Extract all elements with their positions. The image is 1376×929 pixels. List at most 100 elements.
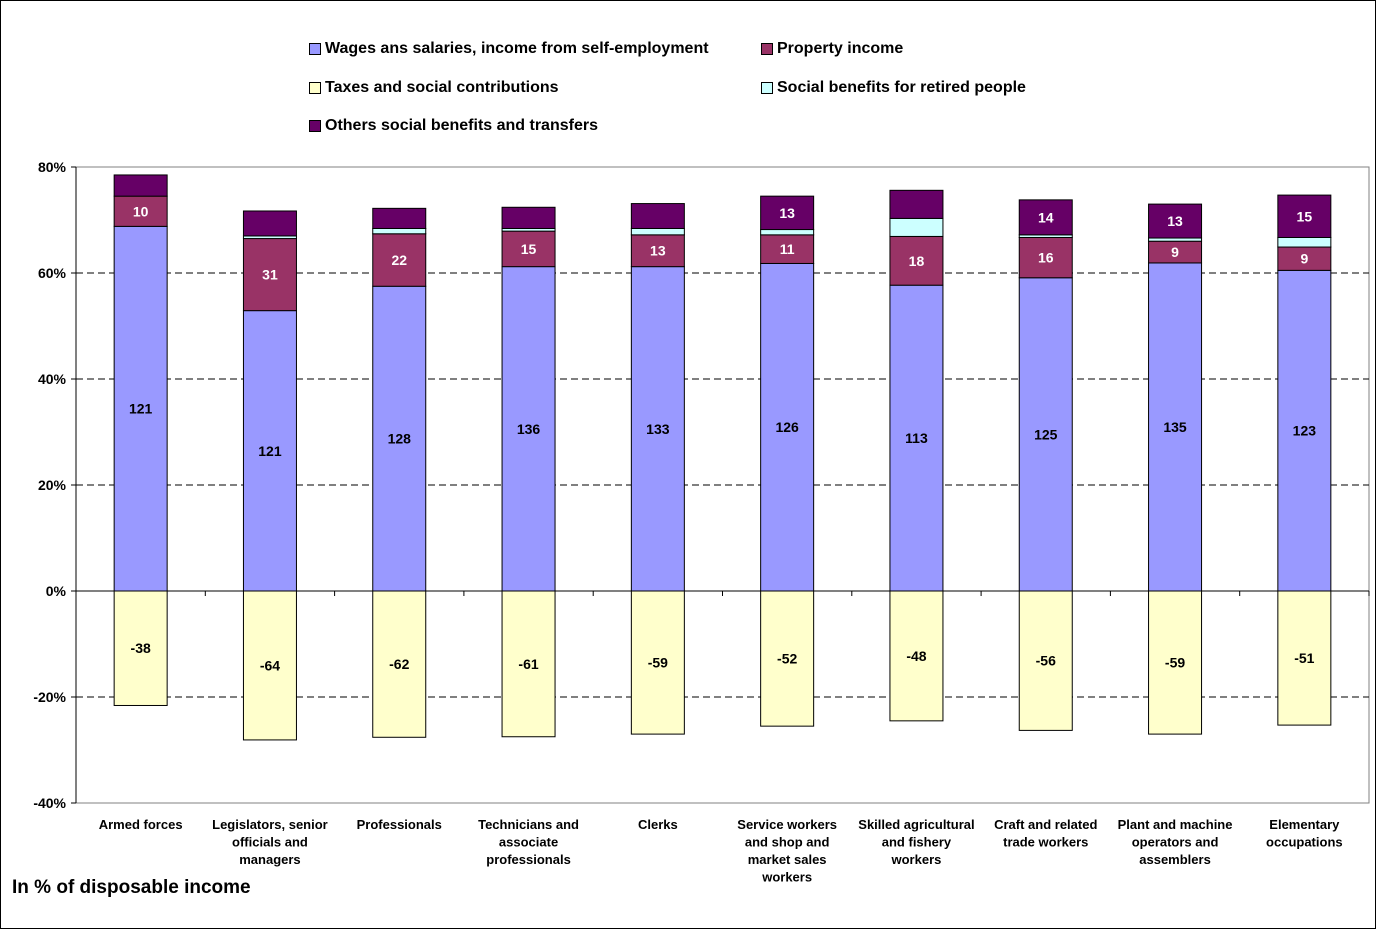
x-tick-label: Craft and related: [994, 817, 1097, 832]
legend-item-others: Others social benefits and transfers: [309, 117, 598, 135]
x-tick-label: operators and: [1132, 835, 1219, 850]
bar-segment: [372, 285, 427, 592]
x-tick-label: Plant and machine: [1118, 817, 1233, 832]
bar-segment: [1277, 194, 1332, 238]
data-label: 9: [1300, 251, 1308, 267]
bar-segment: [889, 590, 944, 722]
legend-item-taxes: Taxes and social contributions: [309, 79, 761, 97]
bar-segment: [242, 238, 297, 312]
data-label: 18: [909, 253, 925, 269]
data-label: 123: [1293, 423, 1317, 439]
bar-segment: [630, 234, 685, 268]
data-label: 121: [129, 401, 153, 417]
x-tick-label: managers: [239, 852, 300, 867]
legend-swatch-retired: [761, 82, 773, 94]
legend-item-property: Property income: [761, 40, 903, 58]
legend-swatch-others: [309, 120, 321, 132]
data-label: -62: [389, 656, 409, 672]
data-label: 9: [1171, 244, 1179, 260]
data-label: 16: [1038, 250, 1054, 266]
legend-label-property: Property income: [777, 40, 904, 57]
data-label: 15: [1297, 208, 1313, 224]
legend-item-wages: Wages ans salaries, income from self-emp…: [309, 40, 749, 58]
bar-segment: [501, 590, 556, 738]
bar-segment: [889, 217, 944, 237]
data-label: 13: [1167, 213, 1183, 229]
x-tick-label: assemblers: [1139, 852, 1211, 867]
x-tick-label: Clerks: [638, 817, 678, 832]
data-label: 128: [388, 431, 412, 447]
y-tick-label: -20%: [33, 689, 66, 705]
legend-row-3: Others social benefits and transfers: [309, 117, 598, 135]
bar-segment: [760, 234, 815, 264]
x-tick-label: market sales: [748, 852, 827, 867]
legend-label-taxes: Taxes and social contributions: [325, 79, 559, 96]
bar-segment: [1148, 262, 1203, 592]
y-tick-label: 0%: [46, 583, 67, 599]
x-tick-label: Professionals: [357, 817, 442, 832]
data-label: -59: [648, 655, 668, 671]
bar-segment: [372, 207, 427, 229]
legend-swatch-wages: [309, 43, 321, 55]
bar-segment: [630, 266, 685, 592]
data-label: 133: [646, 421, 670, 437]
footnote: In % of disposable income: [12, 877, 251, 898]
bar-segment: [889, 189, 944, 219]
bar-segment: [372, 590, 427, 738]
legend-row-1: Wages ans salaries, income from self-emp…: [309, 40, 903, 58]
legend-label-retired: Social benefits for retired people: [777, 79, 1026, 96]
data-label: 13: [650, 243, 666, 259]
data-label: -61: [518, 656, 538, 672]
legend-item-retired: Social benefits for retired people: [761, 79, 1026, 97]
x-tick-label: associate: [499, 835, 558, 850]
y-tick-label: 80%: [38, 159, 67, 175]
data-label: 126: [775, 419, 799, 435]
data-label: -52: [777, 651, 797, 667]
bar-segment: [1018, 590, 1073, 731]
x-tick-label: workers: [891, 852, 942, 867]
bar-segment: [1018, 236, 1073, 279]
data-label: 31: [262, 267, 278, 283]
bar-segment: [760, 590, 815, 727]
bar-segment: [760, 229, 815, 236]
data-label: -56: [1036, 653, 1056, 669]
data-label: -38: [131, 640, 151, 656]
data-label: -51: [1294, 650, 1314, 666]
data-label: 14: [1038, 209, 1054, 225]
data-label: -59: [1165, 655, 1185, 671]
data-label: 22: [391, 252, 407, 268]
data-label: 136: [517, 421, 541, 437]
x-tick-label: Elementary: [1269, 817, 1340, 832]
x-tick-label: workers: [761, 870, 812, 885]
x-tick-label: officials and: [232, 835, 308, 850]
bar-segment: [760, 262, 815, 592]
x-tick-label: Legislators, senior: [212, 817, 328, 832]
bar-segment: [1148, 203, 1203, 239]
bar-segment: [1277, 236, 1332, 248]
data-label: 135: [1163, 419, 1187, 435]
legend-row-2: Taxes and social contributions Social be…: [309, 79, 1026, 97]
x-tick-label: and shop and: [745, 835, 830, 850]
bar-segment: [501, 230, 556, 268]
x-tick-label: Armed forces: [99, 817, 183, 832]
data-label: 125: [1034, 426, 1058, 442]
data-label: 13: [779, 205, 795, 221]
y-tick-label: -40%: [33, 795, 66, 811]
legend-swatch-taxes: [309, 82, 321, 94]
bar-segment: [1277, 269, 1332, 592]
data-label: 11: [780, 241, 795, 257]
y-tick-label: 40%: [38, 371, 67, 387]
data-label: -48: [906, 648, 926, 664]
data-label: 121: [258, 443, 282, 459]
data-label: 113: [905, 430, 928, 446]
bar-segment: [501, 206, 556, 229]
bar-segment: [501, 266, 556, 592]
bar-segment: [372, 227, 427, 235]
data-label: -64: [260, 657, 280, 673]
bar-segment: [630, 590, 685, 735]
x-tick-label: Service workers: [737, 817, 837, 832]
legend-label-wages: Wages ans salaries, income from self-emp…: [325, 40, 709, 57]
bar-segment: [1018, 199, 1073, 236]
